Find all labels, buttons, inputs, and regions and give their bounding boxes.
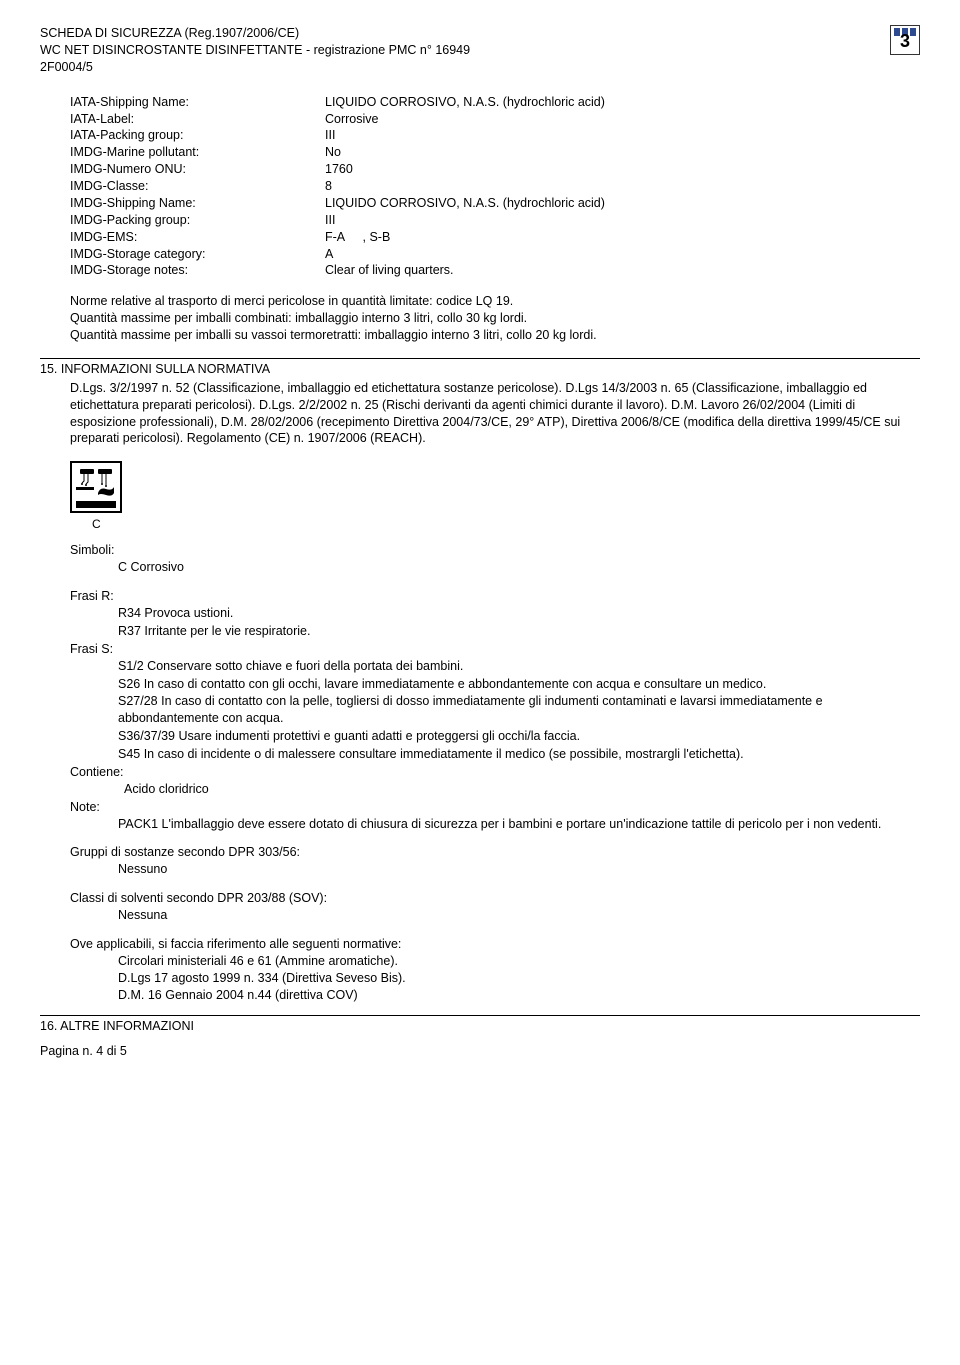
shipping-value: A (325, 246, 333, 263)
gruppi-value: Nessuno (118, 861, 920, 878)
pictogram-letter: C (92, 516, 920, 532)
shipping-row: IATA-Label:Corrosive (70, 111, 920, 128)
header-text: SCHEDA DI SICUREZZA (Reg.1907/2006/CE) W… (40, 25, 920, 76)
page-header: SCHEDA DI SICUREZZA (Reg.1907/2006/CE) W… (40, 25, 920, 76)
simboli-block: Simboli: C Corrosivo (70, 542, 920, 576)
gruppi-title: Gruppi di sostanze secondo DPR 303/56: (70, 844, 920, 861)
shipping-row: IMDG-Packing group:III (70, 212, 920, 229)
shipping-value: No (325, 144, 341, 161)
shipping-label: IMDG-Classe: (70, 178, 325, 195)
header-line-2: WC NET DISINCROSTANTE DISINFETTANTE - re… (40, 42, 920, 59)
shipping-value: LIQUIDO CORROSIVO, N.A.S. (hydrochloric … (325, 195, 605, 212)
note-value: PACK1 L'imballaggio deve essere dotato d… (118, 816, 920, 833)
shipping-info-block: IATA-Shipping Name:LIQUIDO CORROSIVO, N.… (70, 94, 920, 280)
shipping-value: F-A , S-B (325, 229, 390, 246)
shipping-row: IMDG-Numero ONU:1760 (70, 161, 920, 178)
frasi-r-label: Frasi R: (70, 588, 920, 605)
header-line-1: SCHEDA DI SICUREZZA (Reg.1907/2006/CE) (40, 25, 920, 42)
classi-title: Classi di solventi secondo DPR 203/88 (S… (70, 890, 920, 907)
frasi-r-item: R34 Provoca ustioni. (118, 605, 920, 622)
frasi-s-item: S36/37/39 Usare indumenti protettivi e g… (118, 728, 920, 745)
company-logo: 3 (890, 25, 920, 55)
contiene-value: Acido cloridrico (124, 781, 920, 798)
section-16-title: 16. ALTRE INFORMAZIONI (40, 1018, 920, 1035)
shipping-label: IMDG-EMS: (70, 229, 325, 246)
section-separator (40, 358, 920, 359)
frasi-s-block: Frasi S: S1/2 Conservare sotto chiave e … (70, 641, 920, 763)
norm-line: Quantità massime per imballi su vassoi t… (70, 327, 920, 344)
frasi-s-item: S27/28 In caso di contatto con la pelle,… (118, 693, 920, 727)
norm-line: Quantità massime per imballi combinati: … (70, 310, 920, 327)
shipping-row: IMDG-Storage category:A (70, 246, 920, 263)
shipping-row: IATA-Shipping Name:LIQUIDO CORROSIVO, N.… (70, 94, 920, 111)
classi-value: Nessuna (118, 907, 920, 924)
contiene-block: Contiene: Acido cloridrico (70, 764, 920, 798)
shipping-label: IMDG-Storage category: (70, 246, 325, 263)
shipping-label: IATA-Label: (70, 111, 325, 128)
shipping-label: IATA-Shipping Name: (70, 94, 325, 111)
logo-letter: 3 (900, 29, 910, 53)
hazard-pictogram-block: C (70, 461, 920, 532)
simboli-label: Simboli: (70, 542, 920, 559)
ove-item: D.Lgs 17 agosto 1999 n. 334 (Direttiva S… (118, 970, 920, 987)
shipping-value: 8 (325, 178, 332, 195)
section-separator (40, 1015, 920, 1016)
shipping-value: Corrosive (325, 111, 379, 128)
transport-norms: Norme relative al trasporto di merci per… (70, 293, 920, 344)
ove-item: D.M. 16 Gennaio 2004 n.44 (direttiva COV… (118, 987, 920, 1004)
corrosive-pictogram (70, 461, 122, 513)
frasi-s-item: S1/2 Conservare sotto chiave e fuori del… (118, 658, 920, 675)
note-block: Note: PACK1 L'imballaggio deve essere do… (70, 799, 920, 833)
classi-block: Classi di solventi secondo DPR 203/88 (S… (70, 890, 920, 924)
shipping-row: IMDG-Marine pollutant:No (70, 144, 920, 161)
header-line-3: 2F0004/5 (40, 59, 920, 76)
ove-block: Ove applicabili, si faccia riferimento a… (70, 936, 920, 1004)
section-15-body: D.Lgs. 3/2/1997 n. 52 (Classificazione, … (70, 380, 920, 448)
page-footer: Pagina n. 4 di 5 (40, 1043, 920, 1060)
ove-title: Ove applicabili, si faccia riferimento a… (70, 936, 920, 953)
frasi-s-item: S26 In caso di contatto con gli occhi, l… (118, 676, 920, 693)
norm-line: Norme relative al trasporto di merci per… (70, 293, 920, 310)
gruppi-block: Gruppi di sostanze secondo DPR 303/56: N… (70, 844, 920, 878)
shipping-row: IMDG-Classe:8 (70, 178, 920, 195)
section-15-title: 15. INFORMAZIONI SULLA NORMATIVA (40, 361, 920, 378)
shipping-row: IMDG-Shipping Name:LIQUIDO CORROSIVO, N.… (70, 195, 920, 212)
contiene-label: Contiene: (70, 764, 920, 781)
shipping-row: IMDG-EMS:F-A , S-B (70, 229, 920, 246)
shipping-value: III (325, 212, 335, 229)
corrosive-icon (72, 463, 120, 511)
frasi-r-item: R37 Irritante per le vie respiratorie. (118, 623, 920, 640)
frasi-s-label: Frasi S: (70, 641, 920, 658)
shipping-label: IMDG-Storage notes: (70, 262, 325, 279)
shipping-value: 1760 (325, 161, 353, 178)
shipping-label: IMDG-Numero ONU: (70, 161, 325, 178)
shipping-row: IATA-Packing group:III (70, 127, 920, 144)
shipping-value: III (325, 127, 335, 144)
frasi-r-block: Frasi R: R34 Provoca ustioni. R37 Irrita… (70, 588, 920, 640)
shipping-label: IMDG-Marine pollutant: (70, 144, 325, 161)
ove-item: Circolari ministeriali 46 e 61 (Ammine a… (118, 953, 920, 970)
shipping-label: IMDG-Shipping Name: (70, 195, 325, 212)
shipping-row: IMDG-Storage notes:Clear of living quart… (70, 262, 920, 279)
simboli-value: C Corrosivo (118, 559, 920, 576)
note-label: Note: (70, 799, 920, 816)
shipping-value: Clear of living quarters. (325, 262, 454, 279)
shipping-label: IMDG-Packing group: (70, 212, 325, 229)
shipping-value: LIQUIDO CORROSIVO, N.A.S. (hydrochloric … (325, 94, 605, 111)
frasi-s-item: S45 In caso di incidente o di malessere … (118, 746, 920, 763)
shipping-label: IATA-Packing group: (70, 127, 325, 144)
